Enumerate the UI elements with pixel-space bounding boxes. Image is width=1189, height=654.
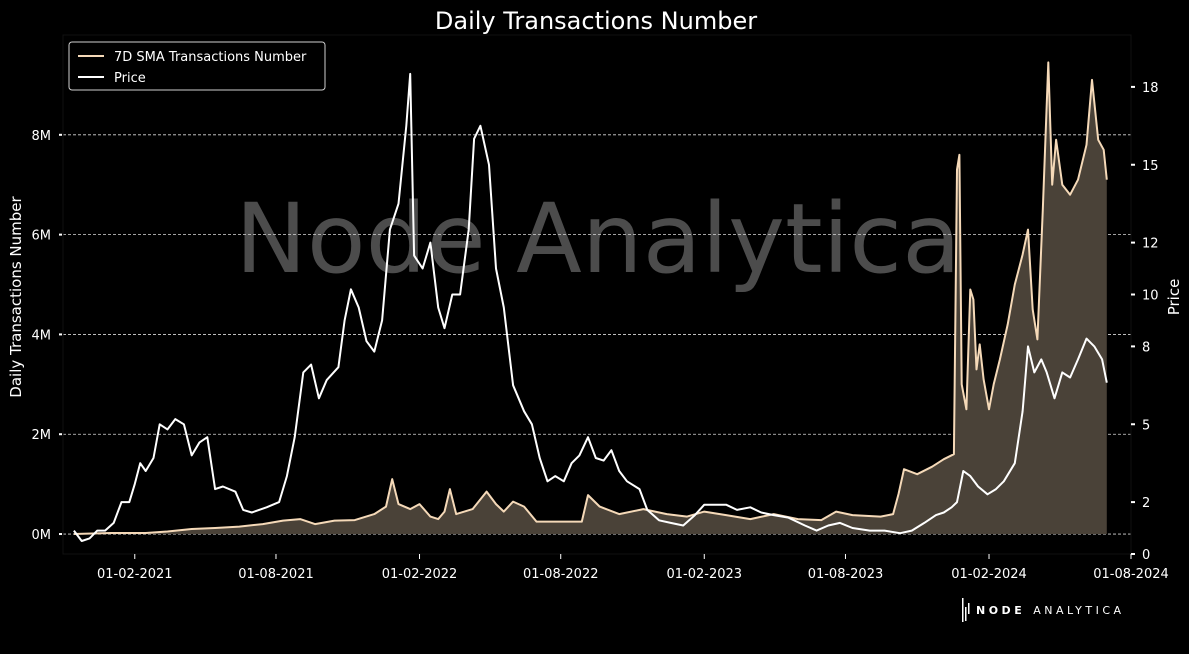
series-layer [73, 61, 1108, 542]
y-left-tick-label: 4M [32, 328, 52, 343]
y-right-tick-label: 2 [1142, 496, 1150, 511]
brand-text: NODE ANALYTICA [976, 604, 1125, 617]
y-right-tick-label: 10 [1142, 289, 1159, 304]
y-right-tick-label: 0 [1142, 548, 1150, 563]
brand-bar-1 [962, 598, 964, 622]
y-right-tick-label: 8 [1142, 340, 1150, 355]
brand-bar-3 [968, 603, 970, 614]
brand-logo: NODE ANALYTICA [962, 598, 1125, 622]
brand-bar-2 [965, 607, 967, 621]
legend: 7D SMA Transactions Number Price [68, 41, 326, 91]
sma-area [73, 62, 1107, 535]
x-tick-label: 01-08-2022 [523, 567, 599, 582]
y-left-tick-label: 6M [32, 229, 52, 244]
axes-layer: 0M 2M 4M 6M 8M 0 2 5 8 10 12 15 18 01-02-2021 01-08-20… [32, 34, 1169, 582]
x-tick-label: 01-02-2024 [951, 567, 1027, 582]
y-left-tick-label: 2M [32, 428, 52, 443]
y-right-tick-label: 15 [1142, 159, 1159, 174]
sma-line [73, 61, 1108, 535]
brand-text-light: ANALYTICA [1033, 604, 1124, 617]
price-line [73, 72, 1108, 542]
y-left-tick-label: 0M [32, 528, 52, 543]
legend-label-price: Price [114, 71, 146, 86]
x-tick-label: 01-08-2021 [238, 567, 314, 582]
chart-title: Daily Transactions Number [435, 7, 757, 35]
brand-text-bold: NODE [976, 604, 1025, 617]
y-right-tick-label: 18 [1142, 81, 1159, 96]
x-tick-label: 01-02-2023 [666, 567, 742, 582]
y-right-tick-label: 5 [1142, 418, 1150, 433]
grid-layer [63, 134, 1131, 535]
x-tick-label: 01-08-2024 [1093, 567, 1169, 582]
y-axis-left-label: Daily Transactions Number [7, 195, 25, 397]
y-right-tick-label: 12 [1142, 237, 1159, 252]
legend-label-sma: 7D SMA Transactions Number [114, 50, 307, 65]
x-tick-label: 01-02-2021 [97, 567, 173, 582]
y-left-tick-label: 8M [32, 129, 52, 144]
y-axis-right-label: Price [1165, 279, 1183, 316]
x-tick-label: 01-02-2022 [382, 567, 458, 582]
legend-box [68, 41, 326, 91]
watermark: Node Analytica [235, 183, 961, 295]
x-tick-label: 01-08-2023 [808, 567, 884, 582]
